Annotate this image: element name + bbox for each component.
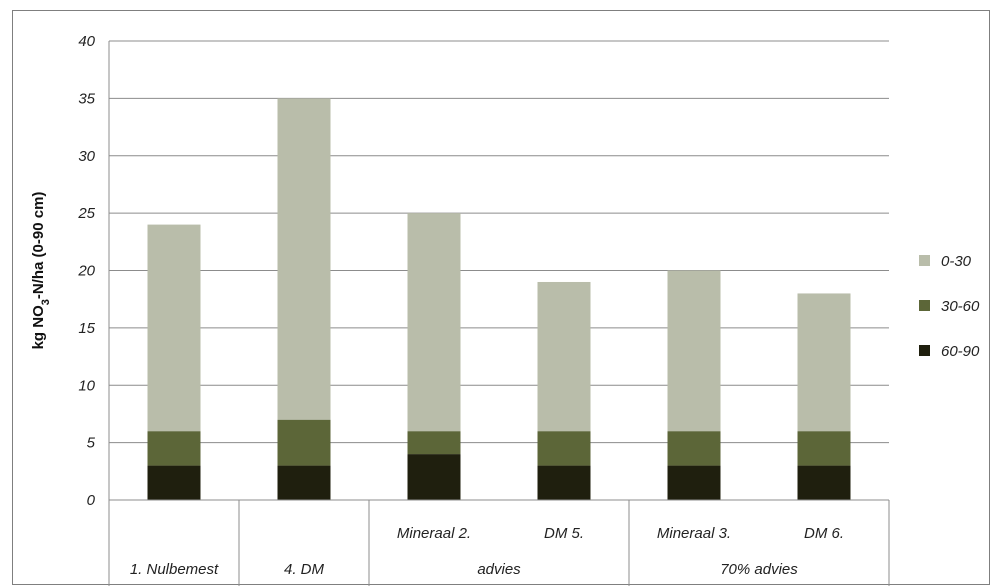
- legend-swatch: [919, 300, 930, 311]
- x-category-label: Mineraal 3.: [657, 525, 731, 542]
- bar-segment: [147, 465, 201, 500]
- x-category-label: DM 6.: [804, 525, 844, 542]
- y-tick-label: 30: [78, 148, 95, 165]
- y-tick-label: 15: [78, 320, 95, 337]
- y-tick-label: 25: [77, 205, 95, 222]
- bar-segment: [277, 419, 331, 466]
- bars: [147, 98, 851, 500]
- bar-segment: [147, 431, 201, 466]
- y-tick-label: 5: [87, 435, 96, 452]
- bar-segment: [667, 270, 721, 432]
- x-group-label: 4. DM: [284, 561, 325, 578]
- y-tick-label: 20: [77, 263, 95, 280]
- bar-segment: [797, 293, 851, 432]
- stacked-bar-chart: 0 5 10 15 20 25 30 35 40 1. Nulbemest 4. DM Mineraa…: [30, 33, 980, 586]
- bar-segment: [277, 98, 331, 420]
- y-tick-label: 0: [87, 492, 96, 509]
- x-category-label: Mineraal 2.: [397, 525, 471, 542]
- bar-segment: [537, 281, 591, 432]
- y-tick-label: 10: [78, 377, 95, 394]
- legend: 0-30 30-60 60-90: [919, 253, 980, 360]
- bar-segment: [407, 213, 461, 432]
- bar-segment: [537, 465, 591, 500]
- axes: [108, 41, 890, 586]
- x-group-label: advies: [477, 561, 521, 578]
- gridlines: [109, 40, 889, 501]
- bar-segment: [537, 431, 591, 466]
- chart-frame: 0 5 10 15 20 25 30 35 40 1. Nulbemest 4. DM Mineraa…: [12, 10, 990, 586]
- bar-segment: [277, 465, 331, 500]
- bar-segment: [667, 431, 721, 466]
- y-tick-label: 35: [78, 90, 95, 107]
- x-category-label: DM 5.: [544, 525, 584, 542]
- legend-label: 60-90: [941, 343, 980, 360]
- bar-segment: [667, 465, 721, 500]
- legend-swatch: [919, 255, 930, 266]
- bar-segment: [797, 431, 851, 466]
- y-tick-label: 40: [78, 33, 95, 50]
- y-axis-label: kg NO3-N/ha (0-90 cm): [30, 192, 52, 350]
- bar-segment: [147, 224, 201, 432]
- bar-segment: [407, 454, 461, 500]
- x-group-label: 70% advies: [720, 561, 798, 578]
- legend-label: 0-30: [941, 253, 972, 270]
- bar-segment: [797, 465, 851, 500]
- legend-swatch: [919, 345, 930, 356]
- legend-label: 30-60: [941, 298, 980, 315]
- x-group-label: 1. Nulbemest: [130, 561, 219, 578]
- bar-segment: [407, 431, 461, 455]
- labels: 0 5 10 15 20 25 30 35 40 1. Nulbemest 4. DM Mineraa…: [30, 33, 844, 578]
